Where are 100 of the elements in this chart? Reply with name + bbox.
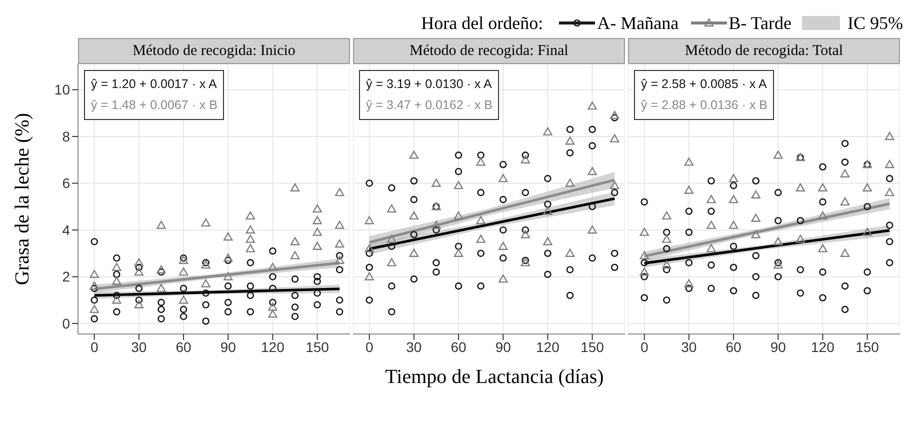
point [432, 220, 441, 229]
point [312, 216, 322, 224]
point [336, 252, 344, 260]
point [565, 136, 575, 145]
point [640, 228, 649, 236]
point [818, 211, 828, 220]
point [499, 196, 507, 204]
point [291, 292, 299, 300]
point [684, 279, 694, 288]
point [477, 188, 484, 196]
point [640, 198, 648, 206]
point [862, 183, 872, 192]
point [90, 270, 99, 278]
y-tick-label: 2 [62, 268, 70, 285]
point [544, 270, 552, 278]
point [158, 315, 165, 322]
point [364, 272, 374, 280]
point [841, 282, 849, 290]
point [334, 188, 344, 196]
point [476, 216, 486, 224]
point [886, 259, 894, 266]
point [134, 300, 144, 308]
x-axis-title: Tiempo de Lactancia (días) [384, 366, 605, 389]
point [409, 211, 419, 220]
point [886, 238, 894, 246]
point [884, 160, 894, 168]
annotation: ŷ = 3.19 + 0.0130 · x A [366, 76, 492, 93]
point [520, 230, 530, 238]
point [706, 194, 716, 204]
point [543, 237, 552, 246]
annotation: ŷ = 2.58 + 0.0085 · x A [641, 76, 768, 93]
point [135, 284, 143, 292]
point [336, 266, 344, 274]
point [334, 220, 344, 229]
chart-title: Método de recogida: Inicio [78, 38, 350, 64]
point [752, 252, 760, 260]
y-tick-label: 6 [62, 175, 70, 192]
point [156, 284, 166, 292]
point [387, 204, 396, 213]
point [566, 266, 574, 274]
point [706, 244, 716, 252]
point [364, 244, 374, 252]
point [366, 180, 373, 187]
y-tick-label: 8 [62, 128, 70, 144]
annotation: ŷ = 3.47 + 0.0162 · x B [366, 97, 492, 114]
point [180, 312, 188, 320]
point [774, 188, 782, 196]
point [864, 202, 871, 210]
point [388, 282, 396, 290]
point [499, 254, 507, 262]
point [134, 267, 144, 276]
point [156, 265, 166, 274]
point [684, 158, 694, 166]
point [864, 268, 871, 276]
point [819, 268, 826, 276]
point [499, 160, 507, 168]
point [388, 308, 396, 316]
point [178, 267, 188, 276]
point [708, 208, 715, 215]
point [886, 174, 894, 182]
point [841, 158, 849, 166]
x-tick-label: 30 [131, 338, 147, 355]
point [708, 261, 715, 269]
point [476, 158, 486, 166]
x-tick-label: 90 [495, 338, 512, 355]
point [202, 317, 210, 325]
x-tick-label: 30 [406, 338, 422, 355]
point [588, 254, 596, 262]
point [862, 228, 872, 236]
point [610, 114, 618, 122]
point [610, 134, 620, 142]
point [269, 298, 276, 306]
point [728, 194, 738, 204]
point [522, 188, 530, 196]
point [268, 302, 278, 311]
point [202, 301, 210, 308]
point [246, 308, 254, 316]
point [201, 218, 210, 227]
point [314, 289, 321, 297]
x-tick-label: 0 [90, 338, 98, 355]
point [334, 239, 344, 248]
point [819, 163, 826, 171]
point [774, 273, 782, 280]
point [290, 183, 300, 192]
point [752, 273, 760, 280]
point [312, 228, 322, 236]
point [224, 253, 233, 262]
point [112, 308, 120, 316]
point [334, 256, 344, 264]
annotation: ŷ = 1.48 + 0.0067 · x B [91, 97, 218, 114]
point [180, 284, 188, 292]
point [290, 237, 300, 246]
point [774, 216, 782, 224]
point [499, 226, 507, 234]
point [520, 155, 530, 164]
x-tick-label: 60 [726, 338, 742, 355]
point [730, 287, 738, 294]
point [158, 306, 165, 314]
point [751, 190, 760, 199]
point [684, 186, 694, 194]
